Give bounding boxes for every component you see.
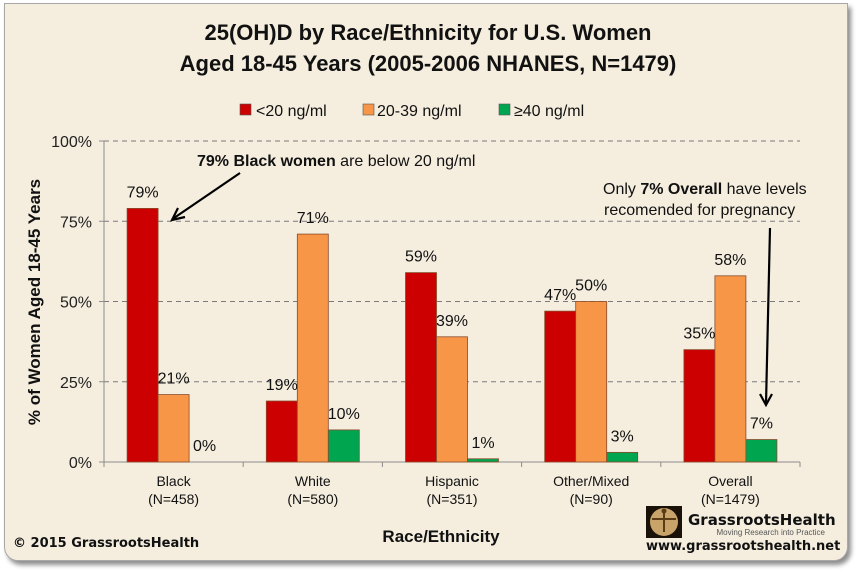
y-tick-label: 0% [69,455,92,472]
bar-hispanic-20-39-ng-ml [436,336,468,463]
bar-black-20-39-ng-ml [157,394,190,463]
data-label: 79% [127,184,159,201]
x-axis-ticks [103,462,801,467]
brand-url[interactable]: www.grassrootshealth.net [646,539,840,554]
bar-hispanic-40-ng-ml [467,458,499,463]
data-label: 58% [714,252,746,269]
data-label: 10% [328,406,360,423]
data-label: 21% [158,371,190,388]
data-label: 7% [750,416,773,433]
brand-name: GrassrootsHealth [688,511,836,529]
data-label: 50% [575,278,607,295]
chart-title-line-2: Aged 18-45 Years (2005-2006 NHANES, N=14… [180,51,677,76]
brand-tagline: Moving Research into Practice [717,528,826,537]
copyright: © 2015 GrassrootsHealth [13,536,199,551]
legend-swatch-ge40 [498,103,511,116]
category-n-label: (N=580) [287,491,338,507]
annotation-overall-line-1: Only 7% Overall have levels [603,181,807,198]
annotation-arrowhead-overall [759,393,773,408]
bar-black-20-ng-ml [126,208,159,463]
category-n-label: (N=90) [570,491,613,507]
x-axis-title: Race/Ethnicity [382,527,500,546]
legend: <20 ng/ml 20-39 ng/ml ≥40 ng/ml [239,103,584,120]
data-label: 59% [405,249,437,266]
data-label: 71% [297,210,329,227]
y-tick-label: 75% [60,214,92,231]
annotation-arrow-overall [764,227,772,405]
y-axis-title: % of Women Aged 18-45 Years [25,179,44,425]
legend-label-20-39: 20-39 ng/ml [377,103,462,120]
bar-other-mixed-20-39-ng-ml [575,301,608,463]
data-label: 1% [471,435,494,452]
annotation-black-text: are below 20 ng/ml [336,153,476,170]
category-label: Other/Mixed [553,473,629,489]
bar-white-20-39-ng-ml [296,233,329,463]
data-label: 47% [544,287,576,304]
annotation-overall-text: have levels [722,181,807,198]
data-labels: 79% 21% 0% 19% 71% 10% 59% 39% 1% 47%50% 3% 35% 58% 7… [127,184,773,455]
bar-white-40-ng-ml [327,429,360,463]
legend-label-lt20: <20 ng/ml [256,103,327,120]
category-label: Hispanic [425,473,479,489]
annotation-black-bold: 79% Black women [197,153,336,170]
annotation-overall-bold: 7% Overall [640,181,722,198]
brand-logo [646,506,682,538]
category-label: Overall [708,473,752,489]
bar-overall-20-39-ng-ml [714,275,747,463]
category-n-label: (N=351) [427,491,478,507]
category-label: Black [156,473,191,489]
category-labels: Black (N=458) White (N=580) Hispanic (N=351) O… [148,473,760,507]
legend-label-ge40: ≥40 ng/ml [514,103,584,120]
data-label: 39% [436,313,468,330]
bar-other-mixed-40-ng-ml [606,451,639,463]
category-label: White [295,473,331,489]
bar-overall-20-ng-ml [683,349,716,463]
category-n-label: (N=1479) [701,491,760,507]
data-label: 3% [611,428,634,445]
data-label: 35% [683,326,715,343]
legend-swatch-20-39 [362,103,375,116]
category-n-label: (N=458) [148,491,199,507]
bar-overall-40-ng-ml [745,439,778,463]
legend-swatch-lt20 [239,103,252,116]
bars [126,208,778,463]
annotation-overall-prefix: Only [603,181,640,198]
bar-hispanic-20-ng-ml [405,272,437,463]
annotation-arrow-black [173,172,241,219]
annotation-black: 79% Black women are below 20 ng/ml [197,153,475,170]
bar-white-20-ng-ml [265,400,298,463]
y-tick-label: 50% [60,295,92,312]
y-axis-ticks: 0% 25% 50% 75% 100% [51,134,104,472]
annotation-overall-line-2: recomended for pregnancy [604,202,795,219]
y-tick-label: 25% [60,375,92,392]
annotation-arrowhead-black [169,207,186,222]
y-tick-label: 100% [51,134,92,151]
data-label: 19% [266,377,298,394]
chart-title-line-1: 25(OH)D by Race/Ethnicity for U.S. Women [204,20,651,45]
bar-other-mixed-20-ng-ml [544,310,577,463]
data-label: 0% [193,438,216,455]
